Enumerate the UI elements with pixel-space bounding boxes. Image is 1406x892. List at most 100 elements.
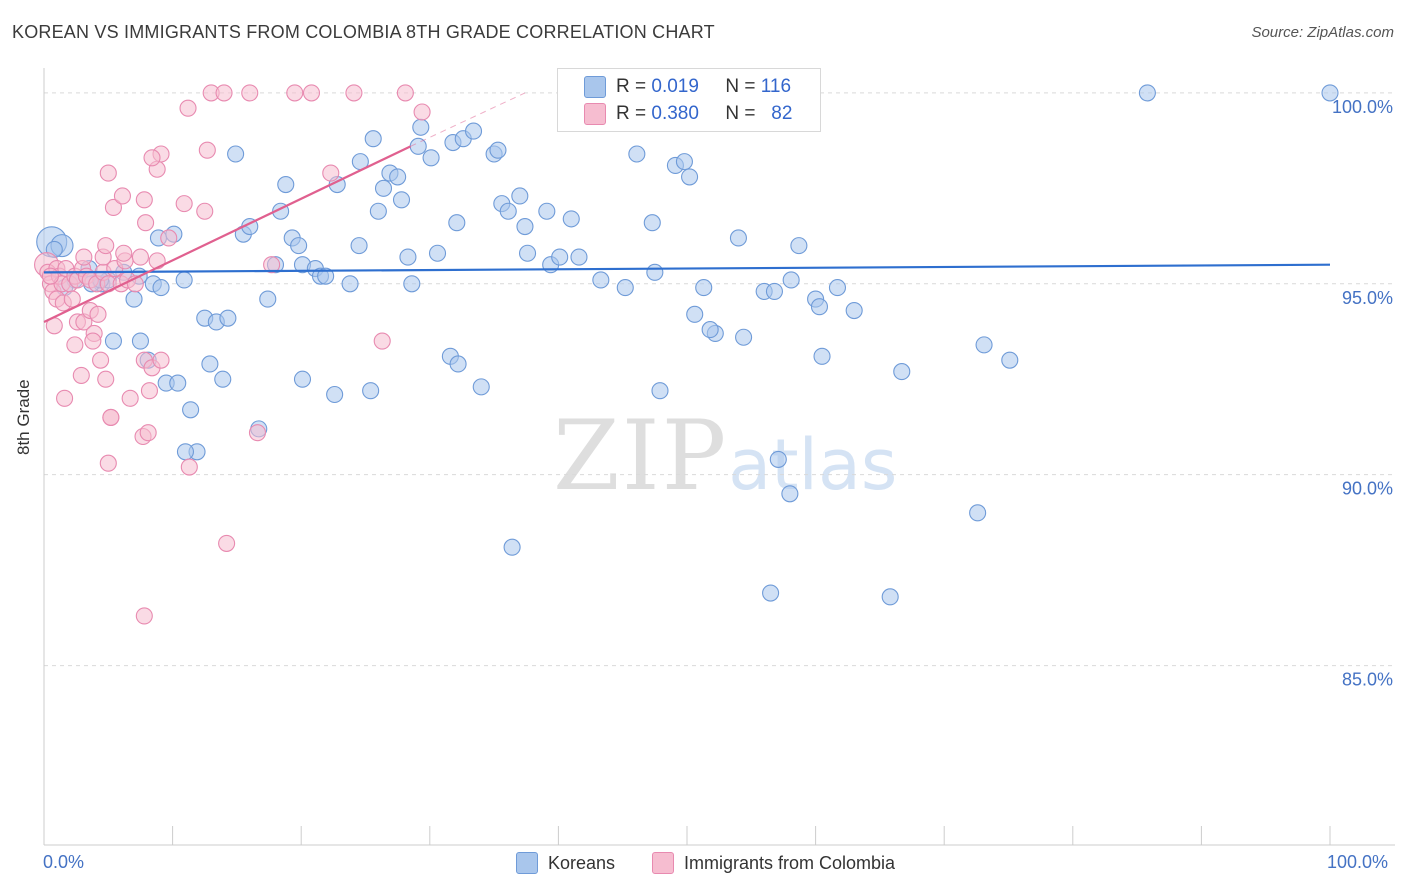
korean-point [422, 149, 440, 167]
colombia-point [248, 424, 267, 442]
colombia-point [63, 290, 81, 308]
colombia-point [160, 229, 178, 247]
colombia-point [152, 351, 170, 369]
colombia-point [302, 84, 321, 102]
korean-point [428, 244, 447, 262]
colombia-point [41, 267, 59, 285]
korean-point [735, 328, 753, 346]
korean-point [1001, 351, 1019, 369]
legend-swatch-pink [584, 103, 606, 125]
korean-point [969, 504, 987, 522]
legend-label-koreans: Koreans [548, 852, 616, 873]
legend-r-label: R = [616, 103, 647, 124]
colombia-point [99, 164, 117, 182]
colombia-point [175, 195, 193, 213]
korean-point [628, 145, 646, 163]
korean-point [643, 214, 661, 232]
korean-trend-line [43, 263, 1331, 274]
colombia-point [72, 366, 90, 384]
korean-point [125, 290, 143, 308]
stats-legend: R = 0.019 N = 116 R = 0.380 N = 82 [557, 68, 821, 132]
legend-r-value: 0.019 [651, 76, 699, 97]
colombia-point [139, 424, 157, 442]
korean-point [790, 237, 808, 255]
korean-point [227, 145, 245, 163]
korean-point [782, 271, 800, 289]
legend-item-colombia[interactable]: Immigrants from Colombia [652, 852, 895, 874]
korean-point [176, 443, 195, 461]
korean-point [489, 141, 507, 159]
colombia-point [115, 244, 133, 262]
korean-point [729, 229, 747, 247]
korean-point [290, 237, 308, 255]
colombia-point [241, 84, 259, 102]
series-legend: Koreans Immigrants from Colombia [0, 852, 1406, 878]
korean-point [845, 301, 863, 320]
colombia-point [66, 336, 84, 354]
colombia-point [99, 454, 117, 472]
korean-point [518, 244, 537, 262]
watermark-zip: ZIP [553, 400, 729, 512]
korean-point [592, 271, 610, 289]
korean-point [695, 279, 713, 297]
korean-point [369, 202, 387, 220]
colombia-point [135, 607, 153, 625]
colombia-point [131, 248, 149, 266]
colombia-point [143, 149, 161, 167]
legend-n-value: 116 [760, 76, 792, 97]
korean-point [651, 382, 669, 400]
colombia-point [148, 252, 166, 270]
korean-point [104, 332, 122, 350]
colombia-point [180, 458, 198, 476]
korean-point [881, 588, 899, 606]
korean-point [219, 309, 237, 327]
colombia-point [97, 370, 115, 388]
korean-point [1321, 84, 1339, 102]
korean-point [448, 214, 466, 232]
korean-point [813, 347, 831, 365]
colombia-point [121, 389, 139, 407]
colombia-point [198, 141, 216, 159]
korean-point [675, 153, 693, 171]
legend-n-value: 82 [771, 103, 793, 124]
korean-point [464, 122, 483, 140]
legend-n-label: N = [725, 103, 756, 124]
korean-point [412, 118, 430, 136]
korean-point [131, 332, 149, 350]
korean-point [701, 321, 719, 339]
source-label: Source: ZipAtlas.com [1251, 24, 1394, 41]
korean-point [364, 130, 382, 148]
korean-point [293, 370, 312, 388]
legend-r-value: 0.380 [651, 103, 699, 124]
korean-point [562, 210, 580, 228]
korean-point [538, 202, 556, 220]
korean-point [765, 282, 783, 300]
watermark: ZIPatlas [553, 400, 897, 512]
legend-item-koreans[interactable]: Koreans [516, 852, 615, 874]
korean-point [403, 275, 421, 293]
korean-point [374, 179, 393, 197]
y-axis-label: 8th Grade [14, 379, 33, 455]
colombia-point [84, 332, 102, 350]
colombia-point [137, 214, 155, 232]
korean-point [350, 237, 368, 255]
korean-point [516, 217, 534, 236]
korean-point [152, 279, 170, 297]
colombia-point [102, 408, 120, 426]
korean-point [1138, 84, 1156, 102]
korean-point [781, 485, 799, 503]
colombia-point [113, 187, 131, 205]
korean-point [551, 248, 569, 266]
chart-title: KOREAN VS IMMIGRANTS FROM COLOMBIA 8TH G… [12, 22, 715, 42]
colombia-point [92, 351, 110, 369]
colombia-point [218, 534, 236, 552]
colombia-point [263, 256, 281, 274]
korean-point [975, 336, 993, 354]
korean-point [893, 363, 911, 381]
korean-point [570, 248, 588, 266]
colombia-point [97, 237, 115, 255]
korean-point [769, 450, 787, 468]
korean-point [399, 248, 417, 266]
korean-point [326, 385, 344, 404]
